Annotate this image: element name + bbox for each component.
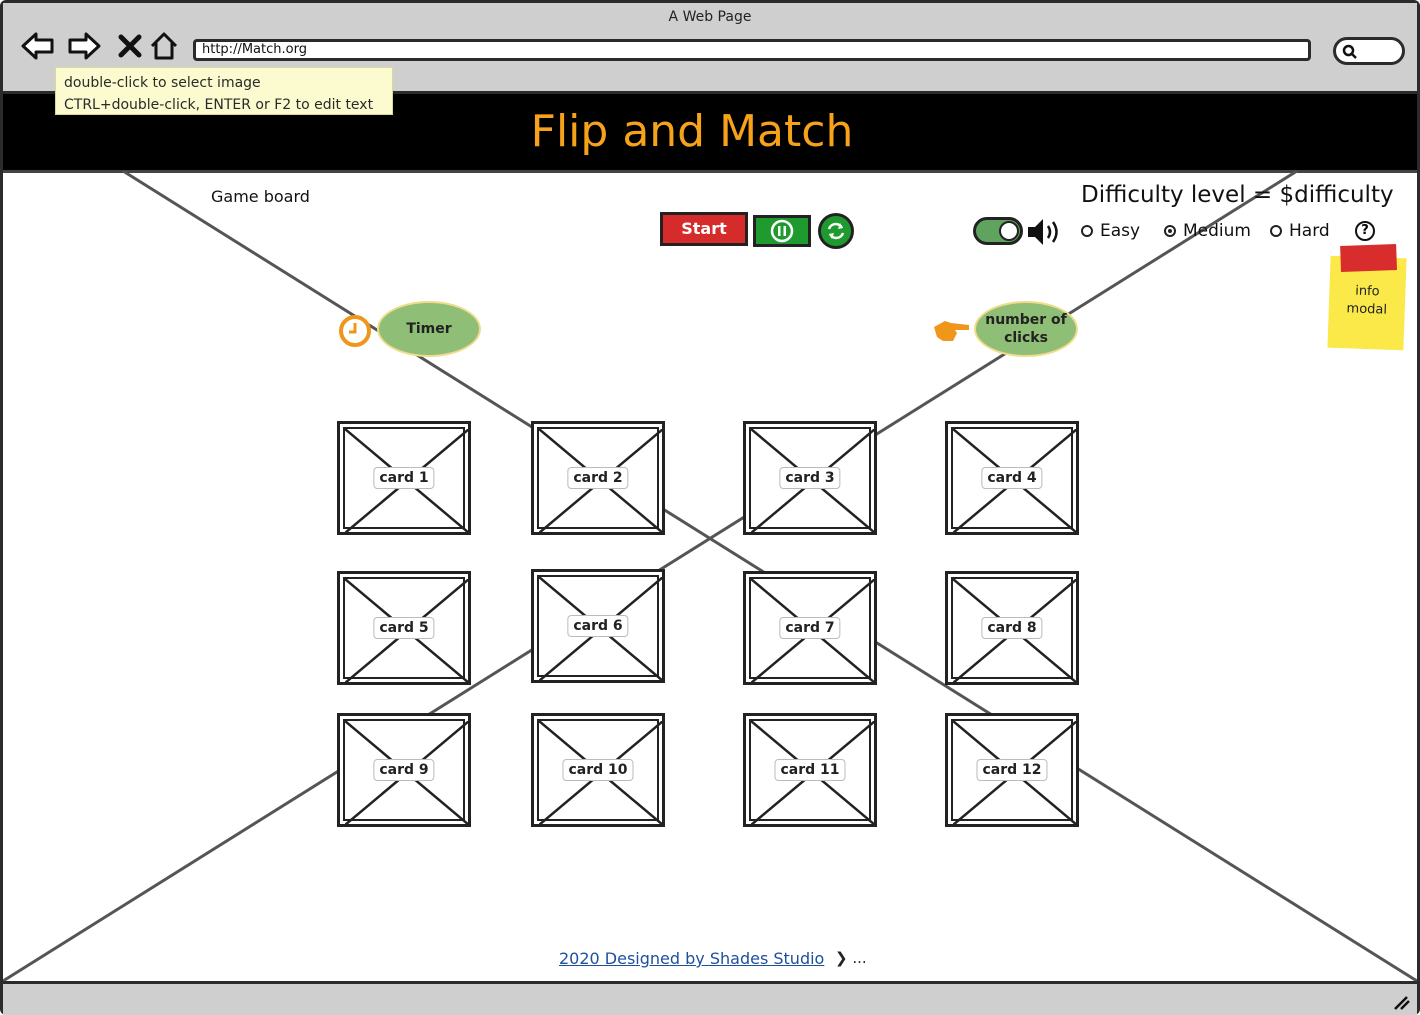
home-icon[interactable] bbox=[147, 29, 181, 63]
restart-button[interactable] bbox=[818, 213, 854, 249]
clicks-label-line-2: clicks bbox=[1004, 330, 1048, 346]
footer-credit-link[interactable]: 2020 Designed by Shades Studio bbox=[559, 949, 825, 968]
forward-arrow-icon[interactable] bbox=[67, 29, 101, 63]
refresh-icon bbox=[827, 222, 845, 240]
card-4[interactable]: card 4 bbox=[945, 421, 1079, 535]
stop-icon[interactable] bbox=[113, 29, 147, 63]
card-label: card 8 bbox=[981, 617, 1043, 639]
pointing-hand-icon bbox=[934, 321, 969, 341]
pause-icon bbox=[770, 219, 794, 243]
difficulty-heading: Difficulty level = $difficulty bbox=[1081, 182, 1394, 208]
card-10[interactable]: card 10 bbox=[531, 713, 665, 827]
window-title: A Web Page bbox=[668, 9, 752, 25]
difficulty-option-easy[interactable]: Easy bbox=[1081, 221, 1140, 241]
card-8[interactable]: card 8 bbox=[945, 571, 1079, 685]
card-1[interactable]: card 1 bbox=[337, 421, 471, 535]
radio-medium[interactable] bbox=[1164, 225, 1176, 237]
search-icon bbox=[1342, 44, 1357, 59]
difficulty-option-hard[interactable]: Hard bbox=[1270, 221, 1330, 241]
card-label: card 12 bbox=[976, 759, 1048, 781]
sound-toggle[interactable] bbox=[973, 217, 1023, 245]
game-board-label: Game board bbox=[211, 187, 310, 206]
card-2[interactable]: card 2 bbox=[531, 421, 665, 535]
editor-tooltip: double-click to select image CTRL+double… bbox=[55, 67, 393, 115]
clicks-label-line-1: number of bbox=[985, 312, 1067, 328]
clicks-counter: number of clicks bbox=[974, 301, 1078, 357]
card-5[interactable]: card 5 bbox=[337, 571, 471, 685]
tooltip-line-1: double-click to select image bbox=[64, 75, 261, 91]
hard-label: Hard bbox=[1289, 221, 1330, 241]
resize-grip-icon[interactable] bbox=[1391, 993, 1411, 1011]
card-label: card 2 bbox=[567, 467, 629, 489]
card-11[interactable]: card 11 bbox=[743, 713, 877, 827]
sticky-text: info modal bbox=[1328, 282, 1405, 321]
card-9[interactable]: card 9 bbox=[337, 713, 471, 827]
card-label: card 10 bbox=[562, 759, 634, 781]
card-label: card 5 bbox=[373, 617, 435, 639]
radio-easy[interactable] bbox=[1081, 225, 1093, 237]
card-label: card 4 bbox=[981, 467, 1043, 489]
site-title: Flip and Match bbox=[530, 106, 854, 157]
radio-hard[interactable] bbox=[1270, 225, 1282, 237]
search-input[interactable] bbox=[1333, 37, 1405, 65]
sticky-tape bbox=[1340, 244, 1398, 272]
card-label: card 9 bbox=[373, 759, 435, 781]
medium-label: Medium bbox=[1183, 221, 1251, 241]
card-label: card 7 bbox=[779, 617, 841, 639]
speaker-icon[interactable] bbox=[1025, 215, 1065, 249]
pause-button[interactable] bbox=[753, 215, 811, 247]
card-label: card 1 bbox=[373, 467, 435, 489]
url-input[interactable]: http://Match.org bbox=[193, 39, 1311, 61]
card-6[interactable]: card 6 bbox=[531, 569, 665, 683]
board-placeholder-cross bbox=[3, 171, 1417, 981]
tooltip-line-2: CTRL+double-click, ENTER or F2 to edit t… bbox=[64, 97, 374, 113]
card-7[interactable]: card 7 bbox=[743, 571, 877, 685]
toggle-knob bbox=[999, 221, 1019, 241]
card-label: card 6 bbox=[567, 615, 629, 637]
card-3[interactable]: card 3 bbox=[743, 421, 877, 535]
sticky-line-2: modal bbox=[1346, 301, 1388, 318]
easy-label: Easy bbox=[1100, 221, 1141, 241]
card-label: card 3 bbox=[779, 467, 841, 489]
browser-status-bar bbox=[3, 981, 1417, 1015]
clock-icon bbox=[339, 315, 371, 347]
difficulty-option-medium[interactable]: Medium bbox=[1164, 221, 1251, 241]
timer-display: Timer bbox=[377, 301, 481, 357]
info-sticky-note: info modal bbox=[1327, 244, 1407, 351]
start-button[interactable]: Start bbox=[660, 212, 748, 246]
help-icon[interactable]: ? bbox=[1355, 221, 1375, 241]
back-arrow-icon[interactable] bbox=[21, 29, 55, 63]
card-label: card 11 bbox=[774, 759, 846, 781]
footer-more-link[interactable]: ❯ ... bbox=[835, 949, 867, 967]
card-12[interactable]: card 12 bbox=[945, 713, 1079, 827]
